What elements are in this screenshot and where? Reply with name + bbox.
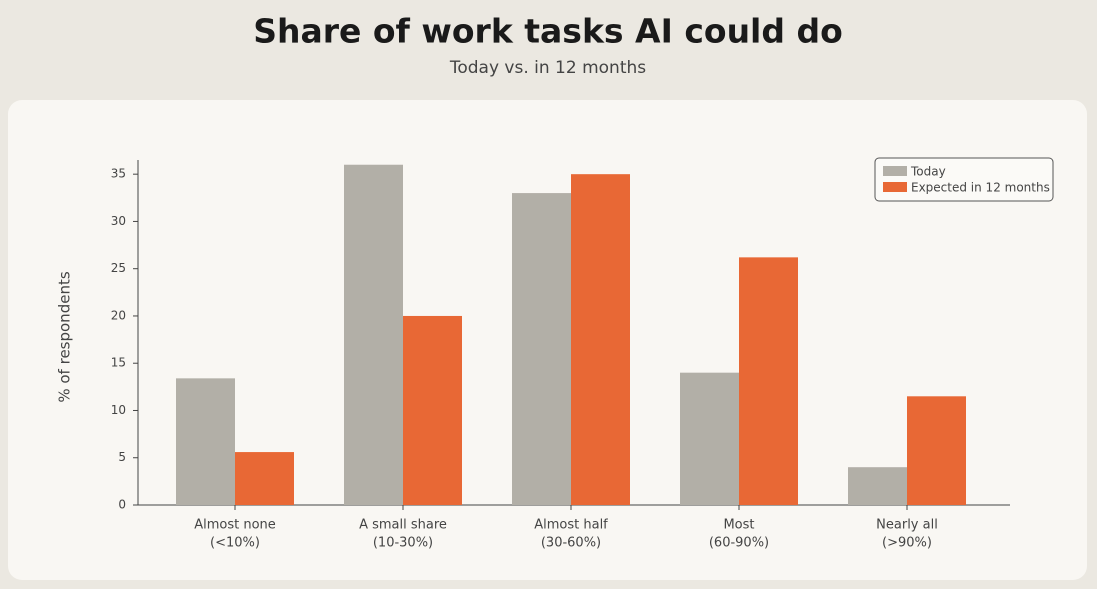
- legend-swatch: [883, 182, 907, 192]
- bar: [571, 174, 630, 505]
- y-tick-label: 0: [118, 498, 126, 512]
- y-tick-label: 15: [111, 356, 126, 370]
- bar: [512, 193, 571, 505]
- y-tick-label: 20: [111, 308, 126, 322]
- chart-subtitle: Today vs. in 12 months: [449, 58, 646, 78]
- x-tick-label: (30-60%): [541, 536, 601, 551]
- x-tick-label: A small share: [359, 518, 447, 533]
- legend-box: [874, 157, 1054, 202]
- bar: [235, 452, 294, 505]
- legend-label: Today: [910, 165, 946, 179]
- y-tick-label: 5: [118, 450, 126, 464]
- x-tick-label: (>90%): [882, 536, 932, 551]
- bar: [680, 372, 739, 505]
- bar: [907, 396, 966, 505]
- x-tick-label: Most: [723, 518, 754, 533]
- bar: [176, 378, 235, 505]
- x-tick-label: Almost none: [194, 518, 276, 533]
- bar: [344, 164, 403, 506]
- x-tick-label: (60-90%): [709, 536, 769, 551]
- y-axis-label: % of respondents: [56, 271, 74, 402]
- legend-swatch: [883, 166, 907, 176]
- y-tick-label: 35: [111, 167, 126, 181]
- x-tick-label: Nearly all: [876, 518, 938, 533]
- y-tick-label: 10: [111, 403, 126, 417]
- chart-title: Share of work tasks AI could do: [253, 12, 843, 51]
- bar: [403, 315, 462, 505]
- x-tick-label: (10-30%): [373, 536, 433, 551]
- bar: [848, 467, 907, 505]
- x-tick-label: Almost half: [534, 518, 608, 533]
- y-tick-label: 25: [111, 261, 126, 275]
- x-tick-label: (<10%): [210, 536, 260, 551]
- legend-label: Expected in 12 months: [911, 181, 1050, 195]
- y-tick-label: 30: [111, 214, 126, 228]
- bar: [739, 257, 798, 505]
